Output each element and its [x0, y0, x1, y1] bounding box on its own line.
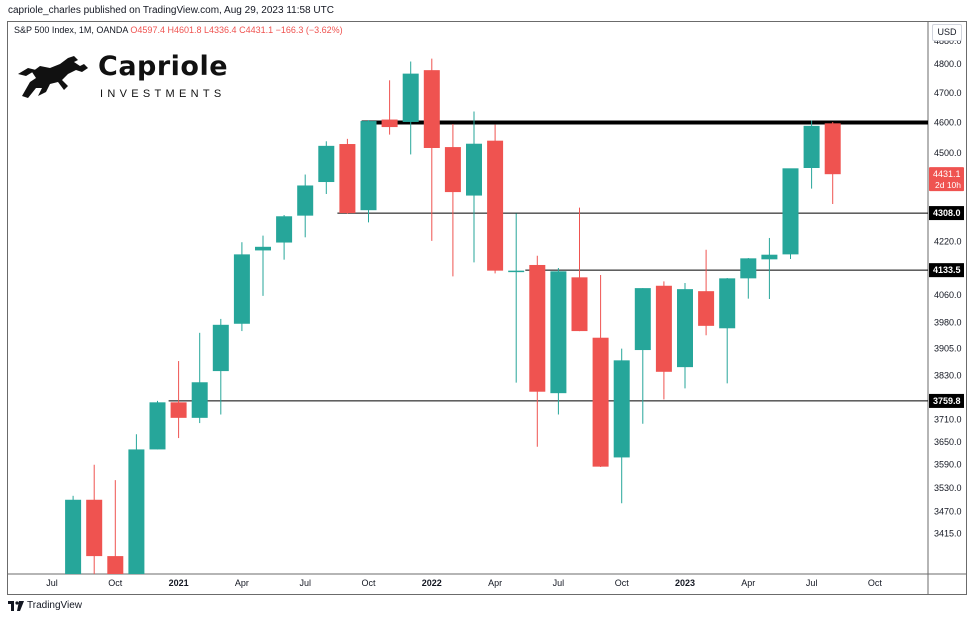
candle-body[interactable]: [761, 254, 778, 260]
open-value: O4597.4: [130, 25, 165, 35]
logo-subtitle: INVESTMENTS: [100, 88, 226, 100]
candle-body[interactable]: [276, 216, 293, 243]
time-tick-label: 2022: [422, 578, 442, 588]
high-value: H4601.8: [167, 25, 202, 35]
symbol-legend: S&P 500 Index, 1M, OANDA O4597.4 H4601.8…: [14, 25, 343, 35]
close-value: C4431.1: [239, 25, 274, 35]
candle-body[interactable]: [297, 185, 314, 216]
candle-body[interactable]: [360, 121, 377, 211]
price-tick-label: 4220.0: [934, 237, 962, 247]
time-tick-label: Jul: [299, 578, 311, 588]
candle-body[interactable]: [170, 402, 187, 418]
time-tick-label: Jul: [46, 578, 58, 588]
price-tick-label: 4500.0: [934, 148, 962, 158]
level-price-label: 4308.0: [933, 208, 961, 218]
candle-body[interactable]: [634, 288, 651, 351]
candle-body[interactable]: [233, 254, 250, 324]
candle-body[interactable]: [613, 360, 630, 458]
price-tick-label: 3980.0: [934, 317, 962, 327]
candle-body[interactable]: [339, 144, 356, 214]
tradingview-footer[interactable]: TradingView: [8, 600, 82, 611]
candle-body[interactable]: [550, 271, 567, 394]
capriole-logo: Capriole INVESTMENTS: [16, 51, 228, 104]
publish-line: capriole_charles published on TradingVie…: [8, 5, 334, 16]
time-tick-label: 2023: [675, 578, 695, 588]
level-price-tag: [929, 393, 964, 408]
price-tick-label: 3830.0: [934, 370, 962, 380]
candle-body[interactable]: [65, 499, 82, 581]
candle-body[interactable]: [318, 145, 335, 183]
candle-body[interactable]: [381, 119, 398, 128]
candle-body[interactable]: [86, 499, 103, 557]
price-tick-label: 4880.0: [934, 36, 962, 46]
candle-body[interactable]: [698, 291, 715, 326]
candle-body[interactable]: [149, 402, 166, 450]
candle-body[interactable]: [655, 285, 672, 372]
currency-button[interactable]: USD: [932, 24, 962, 41]
level-price-label: 4133.5: [933, 265, 961, 275]
candle-body[interactable]: [423, 70, 440, 148]
level-price-label: 3759.8: [933, 396, 961, 406]
current-price-tag: [929, 167, 964, 192]
low-value: L4336.4: [204, 25, 237, 35]
candle-body[interactable]: [571, 277, 588, 332]
time-tick-label: Jul: [553, 578, 565, 588]
time-tick-label: Jul: [806, 578, 818, 588]
level-price-tag: [929, 263, 964, 278]
change-value: −166.3 (−3.62%): [275, 25, 343, 35]
price-tick-label: 3650.0: [934, 437, 962, 447]
tradingview-logo-icon: [8, 600, 24, 611]
price-tick-label: 3415.0: [934, 529, 962, 539]
candle-body[interactable]: [128, 449, 145, 593]
candle-body[interactable]: [487, 140, 504, 271]
countdown-label: 2d 10h: [935, 180, 961, 190]
current-price-label: 4431.1: [933, 169, 961, 179]
price-tick-label: 4060.0: [934, 290, 962, 300]
candle-body[interactable]: [255, 246, 271, 251]
chart-frame: [7, 21, 967, 595]
time-tick-label: 2021: [169, 578, 189, 588]
logo-title: Capriole: [98, 51, 229, 82]
time-tick-label: Oct: [361, 578, 376, 588]
tradingview-brand: TradingView: [27, 600, 83, 611]
candle-body[interactable]: [529, 264, 546, 392]
price-tick-label: 3470.0: [934, 507, 962, 517]
candle-body[interactable]: [107, 556, 124, 593]
level-price-tag: [929, 206, 964, 221]
price-tick-label: 3530.0: [934, 483, 962, 493]
candle-body[interactable]: [191, 382, 208, 418]
time-tick-label: Oct: [615, 578, 630, 588]
price-tick-label: 3590.0: [934, 460, 962, 470]
time-tick-label: Oct: [108, 578, 123, 588]
price-tick-label: 4600.0: [934, 118, 962, 128]
candle-body[interactable]: [719, 278, 736, 329]
candle-body[interactable]: [444, 147, 461, 193]
candles-group: [65, 58, 928, 593]
time-tick-label: Apr: [741, 578, 755, 588]
time-tick-label: Oct: [868, 578, 883, 588]
candle-body[interactable]: [824, 123, 841, 175]
time-tick-label: Apr: [488, 578, 502, 588]
candle-body[interactable]: [782, 168, 799, 255]
price-tick-label: 4700.0: [934, 88, 962, 98]
symbol-name: S&P 500 Index, 1M, OANDA: [14, 25, 128, 35]
horse-icon: [18, 56, 88, 98]
candle-body[interactable]: [212, 324, 229, 372]
candle-body[interactable]: [592, 337, 609, 467]
candle-body[interactable]: [677, 289, 693, 368]
price-tick-label: 3905.0: [934, 344, 962, 354]
candle-body[interactable]: [740, 258, 757, 279]
candle-body[interactable]: [803, 125, 820, 169]
price-tick-label: 4800.0: [934, 59, 962, 69]
price-tick-label: 3710.0: [934, 414, 962, 424]
candle-body[interactable]: [466, 143, 482, 196]
candle-body[interactable]: [508, 270, 525, 273]
candle-body[interactable]: [402, 73, 419, 122]
time-tick-label: Apr: [235, 578, 249, 588]
